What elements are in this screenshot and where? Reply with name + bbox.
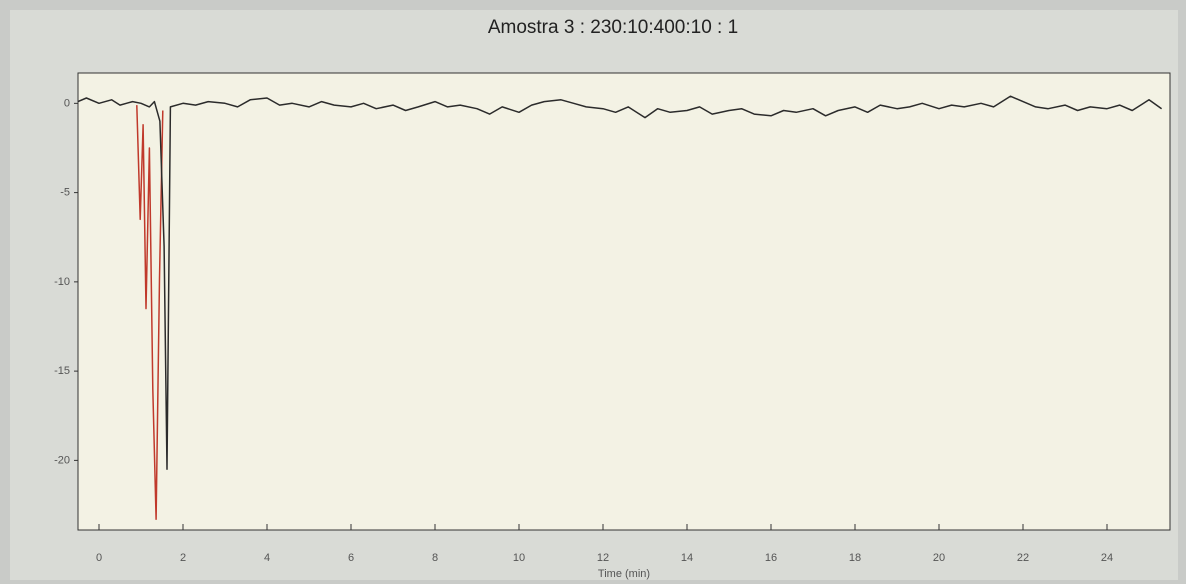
x-axis-label: Time (min) [598,568,650,580]
data-line [136,105,164,521]
x-tick-label: 2 [180,552,186,564]
x-tick-label: 20 [933,552,945,564]
x-tick-label: 18 [849,552,861,564]
chart-title: Amostra 3 : 230:10:400:10 : 1 [488,17,738,38]
x-tick-label: 8 [432,552,438,564]
x-tick-label: 0 [96,552,102,564]
x-tick-label: 6 [348,552,354,564]
y-tick-label: 0 [64,97,70,109]
x-tick-label: 14 [681,552,693,564]
x-tick-label: 22 [1017,552,1029,564]
y-tick-label: -5 [60,187,70,199]
x-tick-label: 12 [597,552,609,564]
y-tick-label: -15 [54,365,70,377]
x-tick-label: 4 [264,552,270,564]
plot-area [77,72,1171,531]
x-tick-label: 10 [513,552,525,564]
y-tick-label: -10 [54,276,70,288]
data-line [77,95,1163,471]
x-tick-label: 16 [765,552,777,564]
x-tick-label: 24 [1101,552,1113,564]
y-tick-label: -20 [54,454,70,466]
